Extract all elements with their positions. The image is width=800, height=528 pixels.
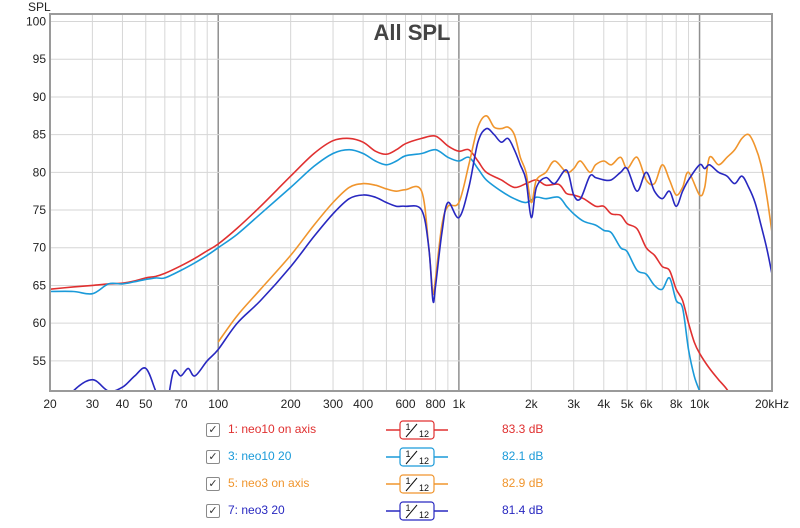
y-tick-label: 65 bbox=[33, 278, 47, 292]
series-line-2 bbox=[50, 148, 701, 391]
x-tick-label: 20kHz bbox=[755, 397, 789, 411]
y-tick-label: 60 bbox=[33, 316, 47, 330]
x-tick-label: 600 bbox=[395, 397, 415, 411]
x-tick-label: 6k bbox=[640, 397, 654, 411]
smoothing-denominator: 12 bbox=[419, 429, 429, 439]
y-tick-label: 70 bbox=[33, 241, 47, 255]
y-tick-label: 85 bbox=[33, 128, 47, 142]
x-tick-label: 5k bbox=[621, 397, 635, 411]
y-tick-label: 75 bbox=[33, 203, 47, 217]
smoothing-denominator: 12 bbox=[419, 456, 429, 466]
smoothing-slash bbox=[405, 504, 418, 519]
smoothing-swatch[interactable]: 1 12 bbox=[386, 420, 448, 440]
legend-series-name: 5: neo3 on axis bbox=[228, 476, 310, 490]
legend-series-value: 83.3 dB bbox=[502, 422, 544, 436]
smoothing-slash bbox=[405, 477, 418, 492]
plot-frame bbox=[49, 13, 773, 392]
smoothing-slash bbox=[405, 423, 418, 438]
y-tick-label: 95 bbox=[33, 52, 47, 66]
x-tick-label: 3k bbox=[567, 397, 581, 411]
x-tick-label: 1k bbox=[453, 397, 467, 411]
x-tick-label: 20 bbox=[43, 397, 57, 411]
x-tick-label: 300 bbox=[323, 397, 343, 411]
legend-series-name: 1: neo10 on axis bbox=[228, 422, 317, 436]
series-checkbox[interactable]: ✓ bbox=[206, 450, 220, 464]
smoothing-denominator: 12 bbox=[419, 510, 429, 520]
x-tick-label: 40 bbox=[116, 397, 130, 411]
y-tick-label: 55 bbox=[33, 354, 47, 368]
y-tick-label: 100 bbox=[26, 15, 46, 29]
x-tick-label: 2k bbox=[525, 397, 539, 411]
series-checkbox[interactable]: ✓ bbox=[206, 477, 220, 491]
y-tick-label: 80 bbox=[33, 165, 47, 179]
x-tick-label: 30 bbox=[86, 397, 100, 411]
legend-series-value: 82.9 dB bbox=[502, 476, 544, 490]
y-axis-label: SPL bbox=[28, 0, 51, 14]
smoothing-swatch[interactable]: 1 12 bbox=[386, 501, 448, 521]
legend-row-neo10-20: ✓ 3: neo10 20 1 12 82.1 dB bbox=[206, 447, 606, 474]
smoothing-numerator: 1 bbox=[405, 422, 410, 432]
series-checkbox[interactable]: ✓ bbox=[206, 504, 220, 518]
legend-series-name: 3: neo10 20 bbox=[228, 449, 292, 463]
x-tick-label: 50 bbox=[139, 397, 153, 411]
smoothing-swatch[interactable]: 1 12 bbox=[386, 447, 448, 467]
smoothing-swatch[interactable]: 1 12 bbox=[386, 474, 448, 494]
x-tick-label: 10k bbox=[690, 397, 710, 411]
series-checkbox[interactable]: ✓ bbox=[206, 423, 220, 437]
smoothing-numerator: 1 bbox=[405, 449, 410, 459]
x-tick-label: 100 bbox=[208, 397, 228, 411]
x-tick-label: 70 bbox=[174, 397, 188, 411]
x-tick-label: 8k bbox=[670, 397, 684, 411]
axis-labels: 20 30 40 50 70 100 200 300 400 600 800 1k 2k 3k 4k 5k 6k… bbox=[26, 15, 789, 411]
legend-series-value: 82.1 dB bbox=[502, 449, 544, 463]
legend: ✓ 1: neo10 on axis 1 12 83.3 dB ✓ 3: neo1… bbox=[206, 420, 606, 528]
smoothing-denominator: 12 bbox=[419, 483, 429, 493]
legend-row-neo10-on-axis: ✓ 1: neo10 on axis 1 12 83.3 dB bbox=[206, 420, 606, 447]
series-line-1 bbox=[50, 134, 729, 391]
legend-series-value: 81.4 dB bbox=[502, 503, 544, 517]
series-line-4 bbox=[72, 127, 772, 391]
smoothing-slash bbox=[405, 450, 418, 465]
x-tick-label: 800 bbox=[426, 397, 446, 411]
smoothing-numerator: 1 bbox=[405, 476, 410, 486]
plot-background bbox=[50, 14, 772, 391]
legend-series-name: 7: neo3 20 bbox=[228, 503, 285, 517]
x-tick-label: 200 bbox=[281, 397, 301, 411]
y-tick-label: 90 bbox=[33, 90, 47, 104]
x-tick-label: 400 bbox=[353, 397, 373, 411]
legend-row-neo3-20: ✓ 7: neo3 20 1 12 81.4 dB bbox=[206, 501, 606, 528]
smoothing-numerator: 1 bbox=[405, 503, 410, 513]
legend-row-neo3-on-axis: ✓ 5: neo3 on axis 1 12 82.9 dB bbox=[206, 474, 606, 501]
series-lines bbox=[50, 115, 772, 391]
x-tick-label: 4k bbox=[597, 397, 611, 411]
series-line-3 bbox=[217, 115, 772, 343]
chart-title: All SPL bbox=[373, 20, 450, 45]
